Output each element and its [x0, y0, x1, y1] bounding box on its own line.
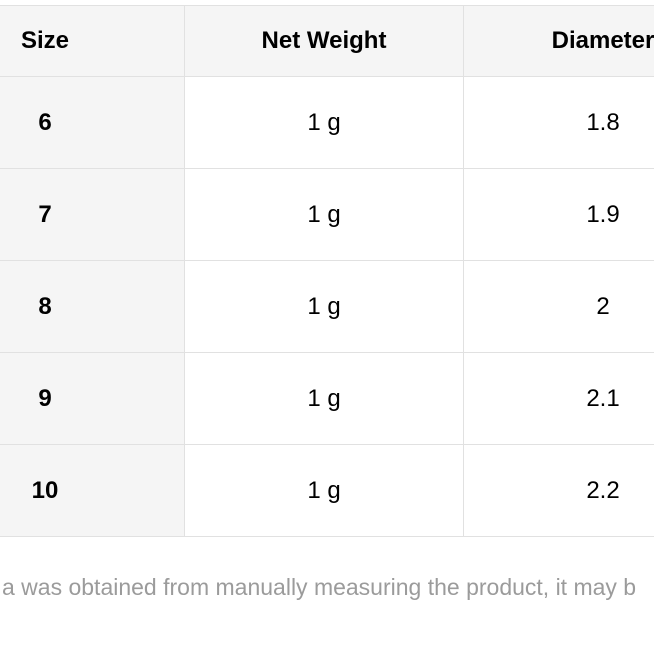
diameter-cell: 1.8	[463, 76, 654, 169]
table-row: 9 1 g 2.1	[0, 352, 654, 445]
size-cell: 10	[0, 444, 185, 537]
table-row: 10 1 g 2.2	[0, 444, 654, 537]
diameter-cell: 2.1	[463, 352, 654, 445]
net-weight-cell: 1 g	[184, 444, 464, 537]
size-cell: 7	[0, 168, 185, 261]
net-weight-cell: 1 g	[184, 260, 464, 353]
size-cell: 8	[0, 260, 185, 353]
size-chart-table: Size Net Weight Diameter 6 1 g 1.8 7 1 g…	[0, 5, 654, 537]
diameter-cell: 2.2	[463, 444, 654, 537]
size-chart-header-row: Size Net Weight Diameter	[0, 5, 654, 77]
size-cell: 9	[0, 352, 185, 445]
measurement-note: a was obtained from manually measuring t…	[2, 574, 637, 600]
column-header-net-weight: Net Weight	[184, 5, 464, 77]
net-weight-cell: 1 g	[184, 352, 464, 445]
column-header-size: Size	[0, 5, 185, 77]
table-row: 8 1 g 2	[0, 260, 654, 353]
column-header-diameter: Diameter	[463, 5, 654, 77]
diameter-cell: 1.9	[463, 168, 654, 261]
table-row: 6 1 g 1.8	[0, 76, 654, 169]
net-weight-cell: 1 g	[184, 76, 464, 169]
size-cell: 6	[0, 76, 185, 169]
table-row: 7 1 g 1.9	[0, 168, 654, 261]
net-weight-cell: 1 g	[184, 168, 464, 261]
diameter-cell: 2	[463, 260, 654, 353]
